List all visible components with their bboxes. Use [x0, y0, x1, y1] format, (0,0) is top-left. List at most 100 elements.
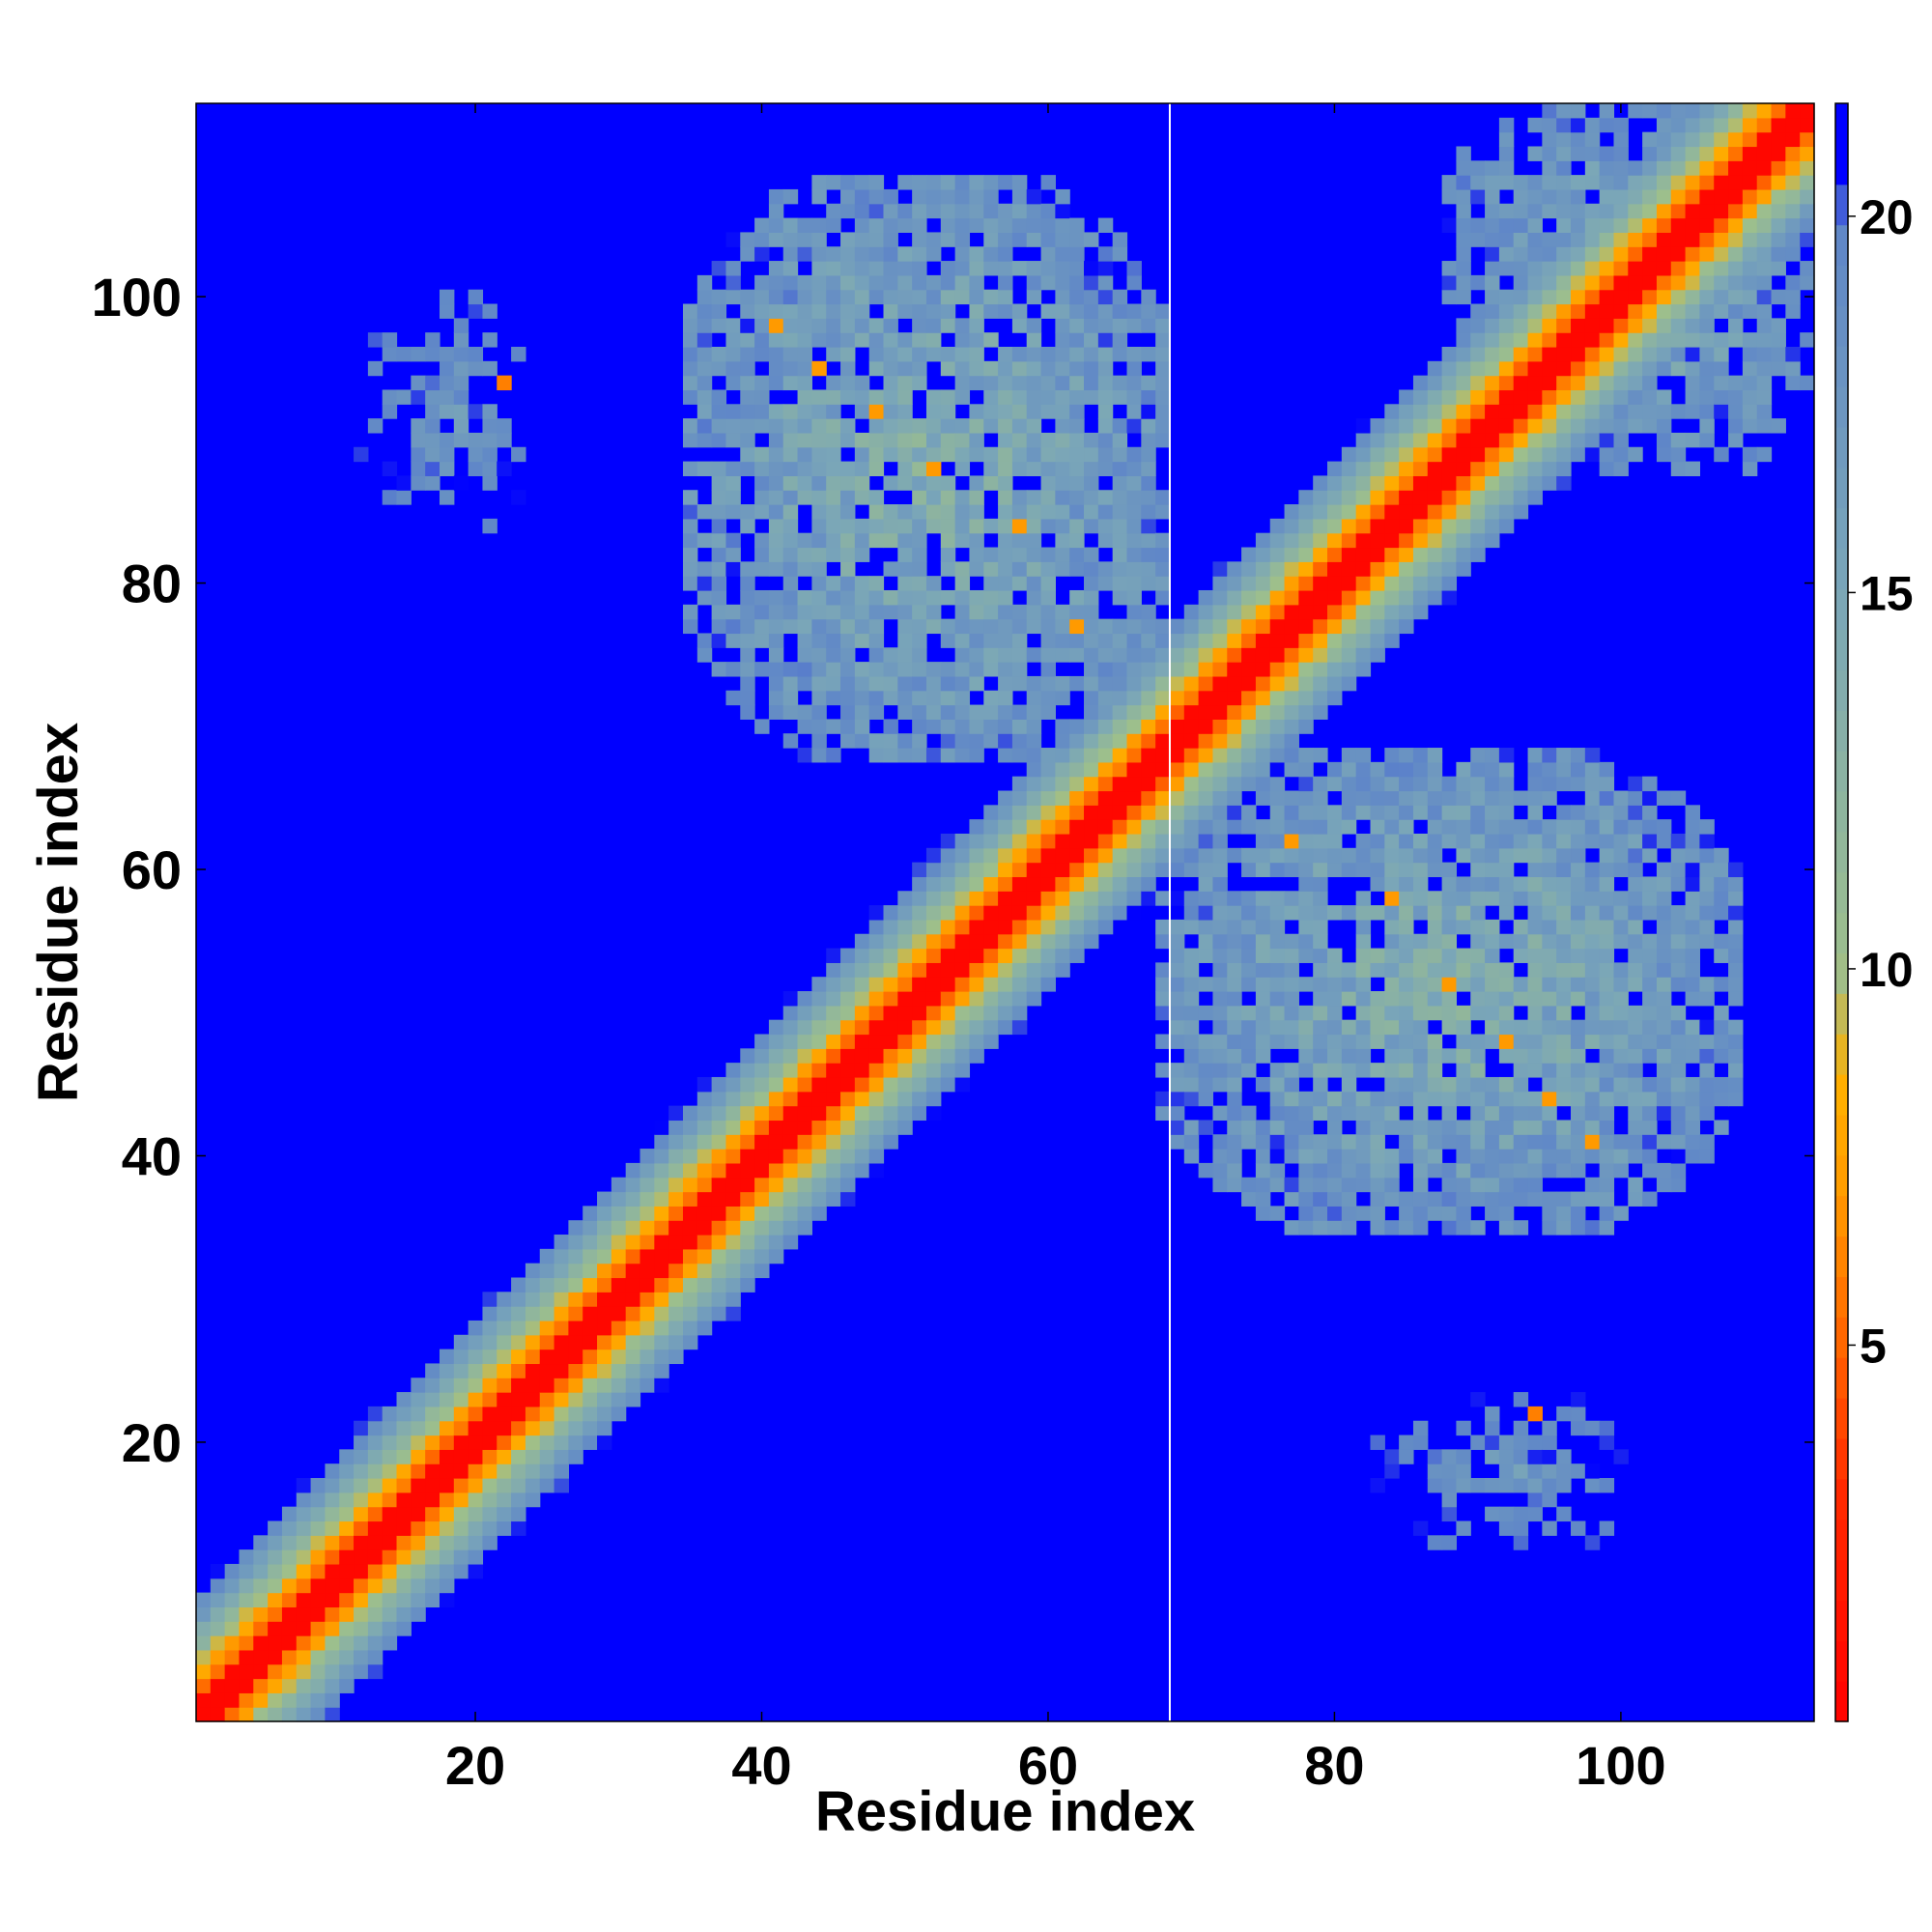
heatmap-cell	[1470, 532, 1486, 549]
heatmap-cell	[1097, 748, 1114, 763]
heatmap-cell	[1527, 475, 1543, 491]
heatmap-cell	[1427, 1162, 1443, 1179]
heatmap-cell	[1513, 1520, 1529, 1536]
heatmap-cell	[482, 1478, 497, 1493]
heatmap-cell	[797, 1105, 812, 1122]
heatmap-cell	[1427, 1478, 1443, 1493]
heatmap-cell	[1584, 1091, 1601, 1107]
heatmap-cell	[1485, 1449, 1500, 1464]
heatmap-cell	[954, 490, 971, 505]
heatmap-cell	[1728, 1048, 1744, 1064]
heatmap-cell	[1298, 1134, 1314, 1150]
heatmap-cell	[1613, 461, 1629, 476]
heatmap-cell	[826, 217, 841, 233]
heatmap-cell	[1313, 919, 1328, 935]
heatmap-cell	[1284, 1091, 1299, 1107]
heatmap-cell	[768, 604, 784, 620]
heatmap-cell	[811, 977, 827, 992]
heatmap-cell	[1112, 847, 1128, 864]
heatmap-cell	[754, 504, 770, 520]
heatmap-cell	[1055, 188, 1070, 205]
heatmap-cell	[797, 490, 812, 505]
heatmap-cell	[1412, 933, 1429, 950]
heatmap-cell	[1384, 905, 1400, 921]
heatmap-cell	[1284, 847, 1299, 864]
heatmap-cell	[1384, 618, 1400, 635]
heatmap-cell	[1241, 891, 1257, 906]
heatmap-cell	[1584, 1420, 1601, 1436]
heatmap-cell	[768, 1220, 784, 1236]
heatmap-cell	[1155, 805, 1171, 820]
heatmap-cell	[768, 1105, 784, 1122]
heatmap-cell	[1527, 360, 1543, 377]
heatmap-cell	[468, 1406, 484, 1422]
heatmap-cell	[1269, 1105, 1286, 1122]
heatmap-cell	[1412, 948, 1429, 963]
heatmap-cell	[1155, 1091, 1171, 1107]
heatmap-cell	[1556, 991, 1572, 1007]
heatmap-cell	[1456, 1134, 1471, 1150]
heatmap-cell	[1269, 1019, 1286, 1036]
heatmap-cell	[1040, 360, 1056, 377]
heatmap-cell	[1198, 618, 1214, 635]
heatmap-cell	[1269, 933, 1286, 950]
heatmap-cell	[740, 690, 755, 706]
heatmap-cell	[1084, 905, 1099, 921]
heatmap-cell	[1571, 346, 1586, 362]
heatmap-cell	[1670, 203, 1687, 219]
heatmap-cell	[1441, 819, 1458, 835]
heatmap-cell	[725, 618, 741, 635]
heatmap-cell	[1255, 919, 1271, 935]
heatmap-cell	[1399, 833, 1414, 849]
heatmap-cell	[1284, 1063, 1299, 1078]
heatmap-cell	[1412, 977, 1429, 992]
heatmap-cell	[1699, 160, 1715, 176]
heatmap-cell	[1040, 790, 1056, 806]
heatmap-cell	[1198, 905, 1214, 921]
heatmap-cell	[1026, 589, 1042, 606]
heatmap-cell	[969, 919, 984, 935]
heatmap-cell	[1513, 1435, 1529, 1450]
heatmap-cell	[296, 1692, 312, 1708]
heatmap-cell	[1427, 891, 1443, 906]
heatmap-cell	[840, 977, 856, 992]
heatmap-cell	[1584, 805, 1601, 820]
heatmap-cell	[1126, 547, 1142, 562]
heatmap-cell	[1656, 418, 1672, 434]
heatmap-cell	[1427, 1076, 1443, 1093]
heatmap-cell	[1355, 1005, 1372, 1021]
heatmap-cell	[425, 446, 440, 463]
heatmap-cell	[1097, 919, 1114, 935]
heatmap-cell	[1642, 246, 1658, 262]
heatmap-cell	[1527, 318, 1543, 333]
heatmap-cell	[1384, 1177, 1400, 1193]
heatmap-cell	[1370, 547, 1385, 562]
heatmap-cell	[725, 1206, 741, 1221]
heatmap-cell	[1155, 389, 1171, 405]
heatmap-cell	[1542, 819, 1557, 835]
heatmap-cell	[1412, 1134, 1429, 1150]
heatmap-cell	[1212, 576, 1228, 591]
heatmap-cell	[725, 1263, 741, 1279]
heatmap-cell	[382, 1621, 398, 1636]
heatmap-cell	[1097, 289, 1114, 305]
heatmap-cell	[1313, 532, 1328, 549]
heatmap-cell	[897, 518, 913, 534]
heatmap-cell	[253, 1621, 269, 1636]
heatmap-cell	[711, 1162, 727, 1179]
heatmap-cell	[725, 475, 741, 491]
heatmap-cell	[969, 1048, 984, 1064]
heatmap-cell	[1026, 404, 1042, 419]
heatmap-cell	[1084, 261, 1099, 276]
heatmap-cell	[797, 303, 812, 319]
heatmap-cell	[654, 1191, 669, 1207]
heatmap-cell	[1556, 404, 1572, 419]
heatmap-cell	[1198, 589, 1214, 606]
heatmap-cell	[611, 1320, 627, 1336]
heatmap-cell	[940, 962, 956, 978]
heatmap-cell	[668, 1334, 684, 1350]
heatmap-cell	[1742, 175, 1758, 190]
heatmap-cell	[1355, 647, 1372, 663]
heatmap-cell	[453, 1563, 469, 1579]
heatmap-cell	[998, 675, 1013, 692]
